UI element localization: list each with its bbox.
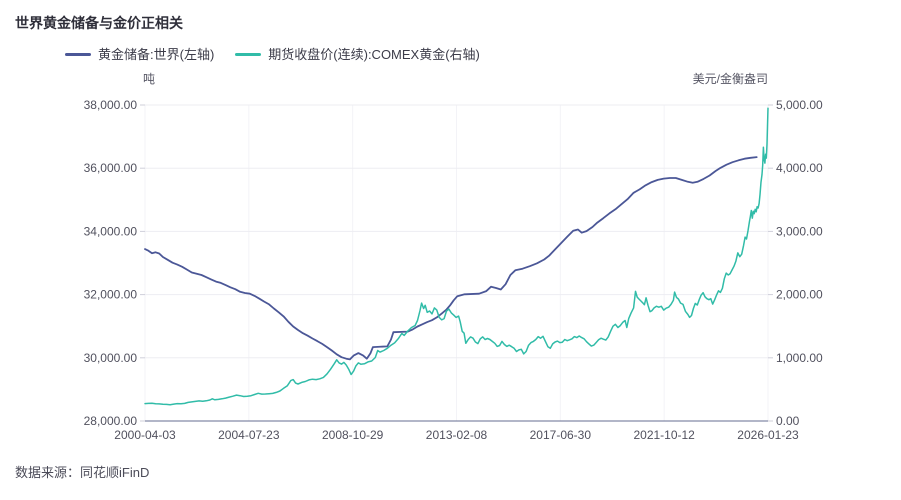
svg-text:2000-04-03: 2000-04-03 [114,428,176,442]
svg-text:2021-10-12: 2021-10-12 [633,428,695,442]
svg-text:0.00: 0.00 [776,414,800,428]
svg-text:5,000.00: 5,000.00 [776,98,823,112]
svg-text:1,000.00: 1,000.00 [776,351,823,365]
svg-text:2004-07-23: 2004-07-23 [218,428,280,442]
page-title: 世界黄金储备与金价正相关 [15,15,183,31]
svg-text:2,000.00: 2,000.00 [776,288,823,302]
svg-text:2017-06-30: 2017-06-30 [530,428,592,442]
legend-item-gold-reserves[interactable]: 黄金储备:世界(左轴) [65,47,214,62]
legend-label-gold-reserves: 黄金储备:世界(左轴) [98,47,215,62]
svg-text:2026-01-23: 2026-01-23 [737,428,799,442]
left-axis-unit: 吨 [143,72,156,86]
right-axis-unit: 美元/金衡盎司 [692,72,768,86]
svg-text:28,000.00: 28,000.00 [84,414,138,428]
legend: 黄金储备:世界(左轴) 期货收盘价(连续):COMEX黄金(右轴) [65,47,480,62]
svg-text:4,000.00: 4,000.00 [776,161,823,175]
legend-item-comex-gold[interactable]: 期货收盘价(连续):COMEX黄金(右轴) [235,47,480,62]
svg-text:32,000.00: 32,000.00 [84,288,138,302]
svg-text:2008-10-29: 2008-10-29 [322,428,384,442]
svg-text:36,000.00: 36,000.00 [84,161,138,175]
data-source: 数据来源：同花顺iFinD [15,465,150,480]
svg-text:3,000.00: 3,000.00 [776,224,823,238]
line-swatch-icon [235,53,262,56]
line-swatch-icon [65,53,91,56]
legend-label-comex-gold: 期货收盘价(连续):COMEX黄金(右轴) [268,47,480,62]
svg-text:30,000.00: 30,000.00 [84,351,138,365]
svg-text:38,000.00: 38,000.00 [84,98,138,112]
svg-text:2013-02-08: 2013-02-08 [426,428,488,442]
svg-text:34,000.00: 34,000.00 [84,224,138,238]
